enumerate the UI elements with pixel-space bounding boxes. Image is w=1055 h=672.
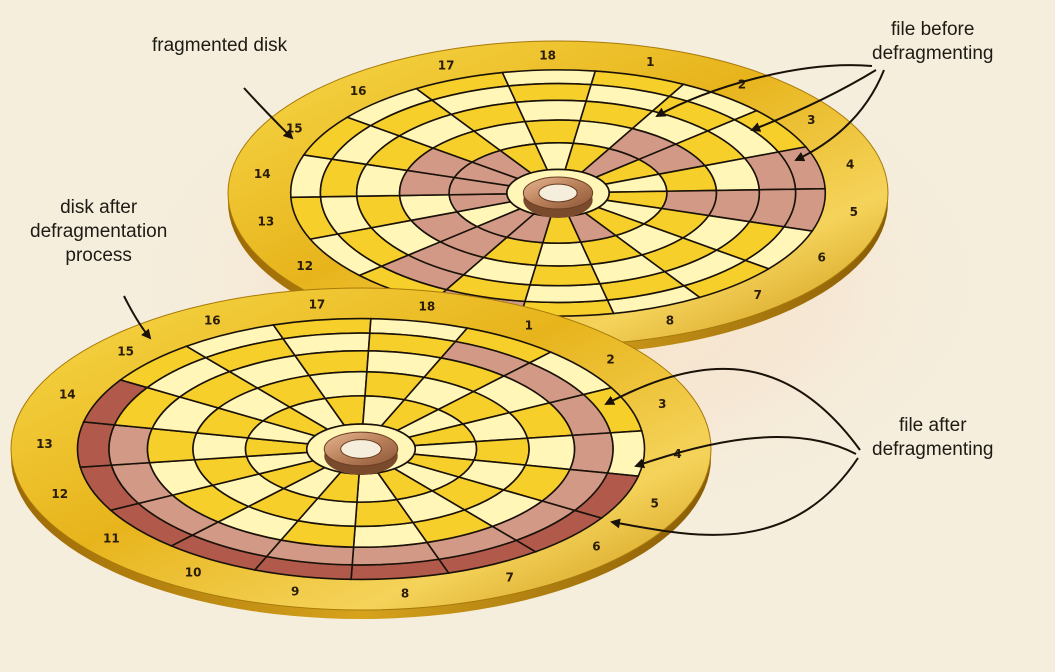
sector-number: 3 xyxy=(807,113,815,127)
sector-cell xyxy=(524,434,576,471)
sector-cell xyxy=(146,427,198,464)
sector-number: 5 xyxy=(850,205,858,219)
sector-number: 8 xyxy=(401,586,409,600)
sector-number: 3 xyxy=(658,397,666,411)
sector-number: 12 xyxy=(296,259,313,273)
arrow-callout xyxy=(604,367,861,451)
sector-number: 4 xyxy=(846,157,854,171)
sector-cell xyxy=(523,119,582,145)
label-file-after-defragmenting: file after defragmenting xyxy=(872,415,994,460)
sector-number: 16 xyxy=(350,84,367,98)
hub-hole xyxy=(340,439,382,459)
hub-hole xyxy=(538,183,578,203)
sector-number: 11 xyxy=(103,532,120,546)
sector-number: 18 xyxy=(419,299,436,313)
arrow-callout xyxy=(794,69,885,162)
sector-number: 1 xyxy=(525,318,533,332)
sector-number: 14 xyxy=(59,387,76,401)
sector-cell xyxy=(534,241,593,267)
sector-cell xyxy=(507,82,593,104)
sector-cell xyxy=(528,263,602,287)
sector-number: 4 xyxy=(673,447,681,461)
sector-number: 7 xyxy=(754,288,762,302)
sector-number: 12 xyxy=(51,487,68,501)
sector-number: 1 xyxy=(646,55,654,69)
sector-number: 14 xyxy=(254,167,271,181)
label-file-before-defragmenting: file before defragmenting xyxy=(872,19,994,64)
sector-number: 6 xyxy=(818,251,826,265)
sector-cell xyxy=(523,282,609,304)
sector-cell xyxy=(108,424,154,466)
sector-number: 7 xyxy=(506,571,514,585)
sector-number: 15 xyxy=(117,345,134,359)
sector-number: 17 xyxy=(309,298,326,312)
sector-number: 5 xyxy=(651,497,659,511)
label-fragmented-disk: fragmented disk xyxy=(152,35,288,56)
arrow-callout xyxy=(123,295,152,340)
sector-number: 17 xyxy=(438,58,455,72)
arrow-callout xyxy=(655,64,873,117)
sector-cell xyxy=(568,432,614,474)
sector-number: 16 xyxy=(204,313,221,327)
sector-number: 2 xyxy=(606,352,614,366)
arrow-callout xyxy=(750,69,877,132)
arrow-callout xyxy=(634,436,857,469)
arrow-callout xyxy=(243,87,294,140)
track-cells xyxy=(289,69,827,317)
callout-arrows xyxy=(123,64,885,536)
sector-number: 2 xyxy=(738,78,746,92)
sector-number: 9 xyxy=(291,585,299,599)
sector-number: 18 xyxy=(539,49,556,63)
sector-number: 10 xyxy=(185,566,202,580)
sector-number: 6 xyxy=(592,539,600,553)
sector-number: 8 xyxy=(666,314,674,328)
label-disk-after-defragmentation: disk after defragmentation process xyxy=(30,197,168,266)
sector-cell xyxy=(514,99,588,123)
arrow-callout xyxy=(610,457,859,536)
sector-number: 13 xyxy=(36,437,53,451)
sector-number: 13 xyxy=(258,215,275,229)
